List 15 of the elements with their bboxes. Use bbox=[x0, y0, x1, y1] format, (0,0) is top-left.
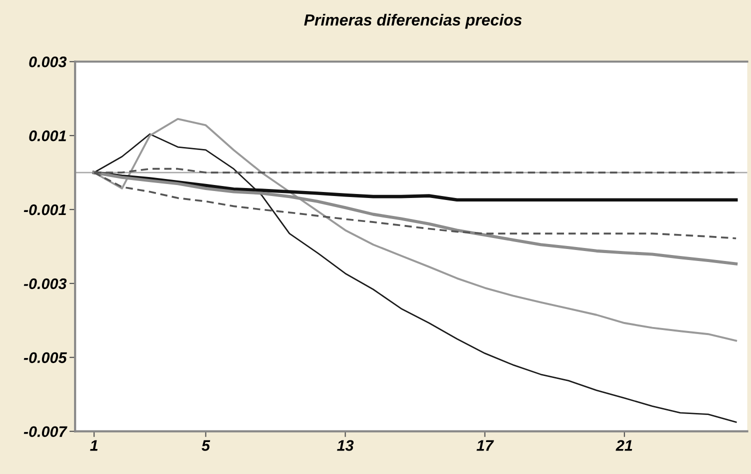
chart-title: Primeras diferencias precios bbox=[304, 14, 522, 29]
x-tick-label: 21 bbox=[616, 440, 632, 451]
y-tick-label: 0.001 bbox=[29, 130, 66, 142]
x-tick-label: 13 bbox=[337, 440, 354, 451]
line-series bbox=[93, 118, 738, 342]
x-tick-label: 5 bbox=[202, 440, 210, 451]
y-tick-label: -0.005 bbox=[24, 352, 67, 364]
line-series bbox=[92, 171, 738, 266]
y-tick-label: -0.007 bbox=[24, 426, 68, 438]
x-tick-label: 1 bbox=[90, 440, 98, 451]
x-tick-label: 17 bbox=[476, 440, 494, 451]
y-tick-label: 0.003 bbox=[29, 56, 67, 68]
y-tick-label: -0.001 bbox=[24, 204, 66, 216]
line-series bbox=[93, 133, 737, 423]
y-tick-label: -0.003 bbox=[24, 278, 67, 290]
